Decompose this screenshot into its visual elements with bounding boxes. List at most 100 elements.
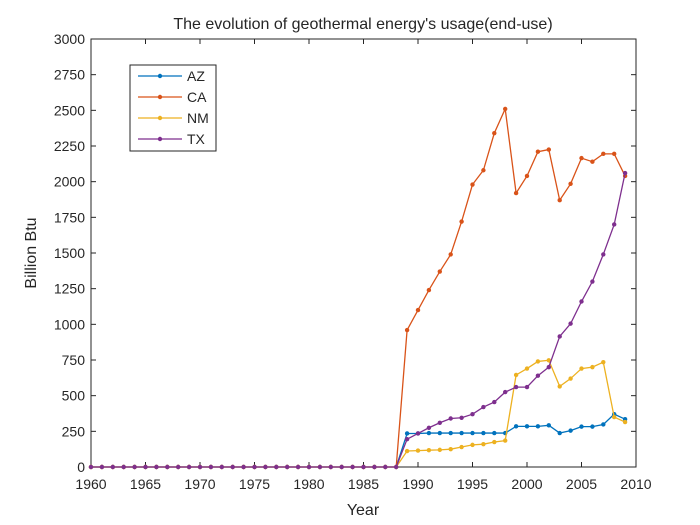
data-point-nm xyxy=(590,364,595,370)
y-tick-label: 0 xyxy=(77,459,85,475)
x-axis-label: Year xyxy=(347,502,380,519)
data-point-tx xyxy=(197,464,203,470)
data-point-ca xyxy=(448,252,453,257)
y-tick-label: 2250 xyxy=(54,138,85,154)
data-point-nm xyxy=(535,359,541,364)
x-tick-label: 2010 xyxy=(620,476,651,492)
legend-label-az: AZ xyxy=(187,68,205,84)
x-tick-label: 1975 xyxy=(239,476,270,492)
y-tick-label: 750 xyxy=(62,352,86,368)
data-point-tx xyxy=(165,464,170,470)
data-point-tx xyxy=(176,464,181,470)
data-point-az xyxy=(470,430,475,436)
data-point-tx xyxy=(503,389,508,395)
data-point-az xyxy=(557,430,562,436)
data-point-tx xyxy=(426,425,432,430)
data-point-ca xyxy=(557,198,562,203)
legend-marker-tx xyxy=(157,136,163,142)
data-point-tx xyxy=(361,464,366,470)
data-point-ca xyxy=(426,287,432,293)
data-point-nm xyxy=(557,384,562,389)
data-point-ca xyxy=(579,155,584,161)
data-point-nm xyxy=(481,441,486,447)
data-point-az xyxy=(492,430,497,436)
data-point-tx xyxy=(99,464,105,470)
data-point-ca xyxy=(535,149,541,154)
data-point-nm xyxy=(404,448,410,454)
data-point-tx xyxy=(274,464,279,470)
legend-label-nm: NM xyxy=(187,110,209,126)
x-tick-label: 2005 xyxy=(566,476,597,492)
legend-label-ca: CA xyxy=(187,89,207,105)
data-point-tx xyxy=(186,464,192,470)
x-tick-label: 1985 xyxy=(348,476,379,492)
data-point-nm xyxy=(546,358,551,363)
data-point-tx xyxy=(208,464,214,470)
data-point-tx xyxy=(121,464,126,470)
data-point-tx xyxy=(241,464,246,470)
data-point-tx xyxy=(252,464,257,470)
legend-marker-ca xyxy=(157,94,163,100)
legend: AZ CA NM TX xyxy=(129,64,217,152)
data-point-az xyxy=(481,430,486,436)
data-point-tx xyxy=(132,464,137,470)
chart-title: The evolution of geothermal energy's usa… xyxy=(173,16,552,33)
data-point-tx xyxy=(350,464,355,470)
data-point-tx xyxy=(415,431,421,436)
data-point-ca xyxy=(459,219,464,224)
y-tick-label: 3000 xyxy=(54,31,85,47)
data-point-az xyxy=(546,423,551,428)
data-point-nm xyxy=(579,366,584,371)
x-tick-label: 1990 xyxy=(402,476,433,492)
legend-label-tx: TX xyxy=(187,131,206,147)
data-point-tx xyxy=(394,464,399,470)
axis-ticks: 1960 1965 1970 1975 1980 1985 1990 1995 2000 2005… xyxy=(54,31,652,492)
data-point-tx xyxy=(372,464,377,470)
data-point-ca xyxy=(470,182,475,187)
data-point-ca xyxy=(503,106,508,112)
data-point-tx xyxy=(612,222,617,227)
y-tick-label: 1500 xyxy=(54,245,85,261)
data-point-az xyxy=(404,431,410,436)
data-point-az xyxy=(590,424,595,429)
data-point-ca xyxy=(590,159,595,164)
data-point-nm xyxy=(470,442,475,448)
data-point-nm xyxy=(492,439,497,445)
data-point-tx xyxy=(481,404,486,410)
data-point-az xyxy=(459,430,464,436)
data-point-az xyxy=(524,424,530,429)
y-axis-label: Billion Btu xyxy=(23,217,40,288)
x-tick-label: 2000 xyxy=(511,476,542,492)
data-point-tx xyxy=(568,321,573,326)
data-point-tx xyxy=(383,464,388,470)
legend-marker-az xyxy=(157,73,163,79)
data-point-nm xyxy=(568,376,573,381)
y-tick-label: 1000 xyxy=(54,316,85,332)
data-point-tx xyxy=(230,464,235,470)
data-point-nm xyxy=(601,359,606,365)
data-point-tx xyxy=(295,464,301,470)
legend-marker-nm xyxy=(157,115,163,121)
y-tick-label: 1250 xyxy=(54,281,85,297)
data-point-tx xyxy=(339,464,344,470)
data-point-tx xyxy=(622,170,628,176)
data-point-ca xyxy=(612,151,617,157)
data-point-tx xyxy=(601,252,606,257)
data-point-ca xyxy=(513,190,519,196)
data-point-nm xyxy=(513,372,519,378)
data-point-tx xyxy=(579,299,584,304)
y-tick-label: 2000 xyxy=(54,174,85,190)
data-point-tx xyxy=(88,464,94,470)
data-point-ca xyxy=(546,147,551,152)
data-point-tx xyxy=(459,415,464,420)
data-point-nm xyxy=(459,444,464,450)
data-point-nm xyxy=(415,448,421,453)
data-point-tx xyxy=(219,464,224,470)
data-point-az xyxy=(568,428,573,433)
data-point-tx xyxy=(524,384,530,390)
x-tick-label: 1965 xyxy=(130,476,161,492)
data-point-tx xyxy=(535,373,541,378)
data-point-ca xyxy=(568,181,573,187)
x-tick-label: 1995 xyxy=(457,476,488,492)
